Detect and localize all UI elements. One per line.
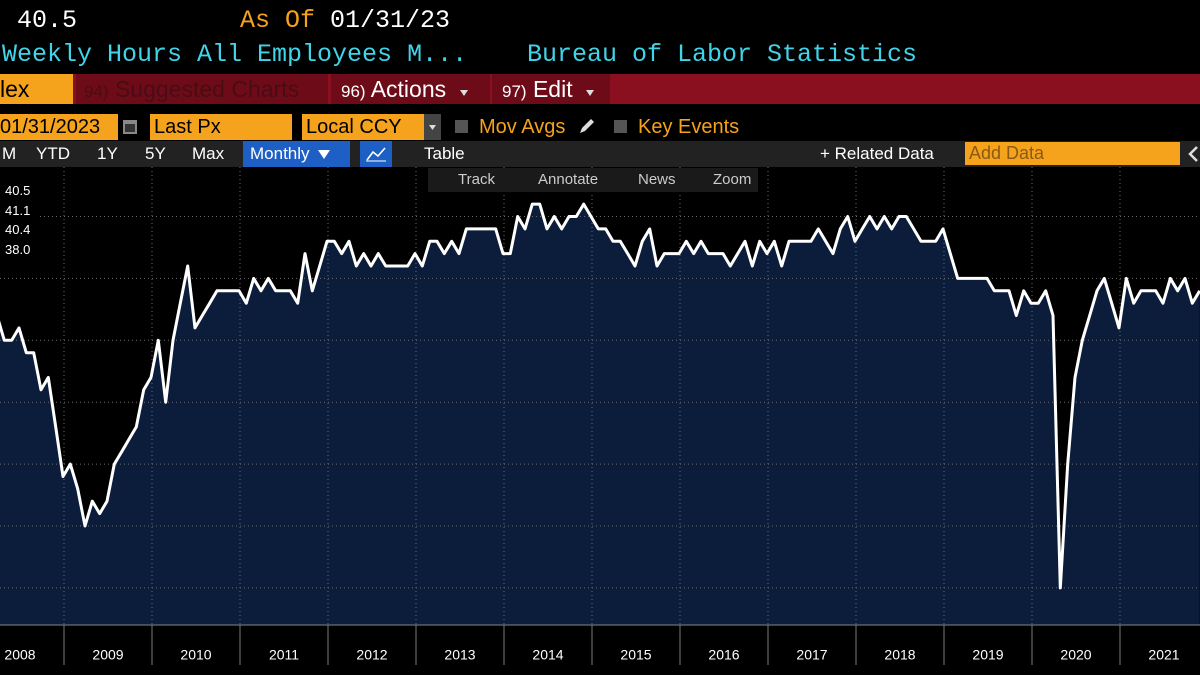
chart-tools [428, 168, 758, 192]
legend-box [0, 180, 40, 260]
frequency-button[interactable]: Monthly [243, 141, 350, 167]
mov-avgs-label: Mov Avgs [479, 116, 566, 138]
x-tick-label: 2017 [796, 647, 827, 663]
period-button[interactable]: Max [192, 144, 225, 163]
currency-dropdown[interactable] [424, 114, 441, 140]
checkbox[interactable] [614, 120, 627, 133]
dropdown-arrow [459, 90, 468, 96]
date-input[interactable]: 01/31/2023 [0, 114, 118, 140]
period-button[interactable]: 1Y [97, 144, 118, 163]
legend-value: 40.4 [5, 222, 31, 237]
x-tick-label: 2019 [972, 647, 1003, 663]
x-tick-label: 2013 [444, 647, 475, 663]
period-button[interactable]: M [2, 144, 17, 163]
field-select[interactable]: Last Px [150, 114, 292, 140]
tool-button[interactable]: News [638, 171, 676, 188]
x-tick-label: 2011 [269, 647, 299, 663]
chart: 2008 2009 2010 2011 2012 2013 2014 2015 2016 2017… [0, 167, 1200, 665]
line [0, 202, 1200, 590]
pencil-icon[interactable] [577, 116, 597, 136]
add-data-input[interactable]: Add Data [965, 142, 1180, 165]
tool-button[interactable]: Annotate [538, 171, 599, 188]
collapse-arrow[interactable] [1186, 144, 1200, 164]
as-of-label: As Of [240, 6, 316, 35]
as-of-date: 01/31/23 [330, 6, 451, 35]
dropdown-arrow [429, 125, 436, 130]
tool-button[interactable]: Zoom [713, 171, 752, 188]
x-tick-label: 2020 [1060, 647, 1091, 663]
source: Bureau of Labor Statistics [527, 40, 918, 69]
index-tab[interactable]: lex [0, 74, 73, 104]
area [0, 204, 1200, 625]
dropdown-arrow [586, 90, 594, 96]
x-tick-label: 2014 [532, 647, 563, 663]
legend-value: 41.1 [5, 202, 31, 218]
legend-value: 38.0 [5, 241, 31, 257]
x-tick-label: 2016 [708, 647, 739, 663]
legend-value: 40.5 [5, 183, 31, 198]
security-name: Weekly Hours All Employees M... [2, 40, 468, 69]
last-value: 40.5 [17, 6, 78, 35]
chart-icon [366, 147, 386, 162]
actions-menu[interactable]: 96) Actions [331, 74, 490, 104]
key-events-label: Key Events [638, 116, 740, 138]
currency-select[interactable]: Local CCY [302, 114, 424, 140]
menu-label: Edit [532, 76, 573, 102]
frequency-label: Monthly [250, 144, 310, 163]
edit-menu[interactable]: 97) Edit [492, 74, 610, 104]
x-tick-label: 2008 [4, 647, 35, 663]
calendar-icon[interactable] [122, 117, 138, 135]
x-tick-label: 2010 [180, 647, 211, 663]
table-button[interactable]: Table [424, 144, 465, 163]
x-tick-label: 2021 [1148, 647, 1179, 663]
period-button[interactable]: 5Y [145, 144, 166, 163]
chart-icon-button[interactable] [360, 141, 392, 167]
dropdown-arrow [318, 150, 331, 159]
related-data-button[interactable]: + Related Data [820, 144, 934, 163]
period-button[interactable]: YTD [36, 144, 70, 163]
x-tick-label: 2012 [356, 647, 387, 663]
x-tick-label: 2018 [884, 647, 915, 663]
checkbox[interactable] [455, 120, 468, 133]
x-tick-label: 2009 [92, 647, 123, 663]
menu-label: Suggested Charts [114, 76, 300, 102]
menu-number: 96) [341, 82, 366, 101]
menu-number: 97) [502, 82, 527, 101]
menu-number: 94) [84, 82, 109, 101]
tool-button[interactable]: Track [458, 171, 495, 188]
x-tick-label: 2015 [620, 647, 651, 663]
suggested-charts[interactable]: 94) Suggested Charts [76, 74, 328, 104]
menu-label: Actions [370, 76, 447, 102]
